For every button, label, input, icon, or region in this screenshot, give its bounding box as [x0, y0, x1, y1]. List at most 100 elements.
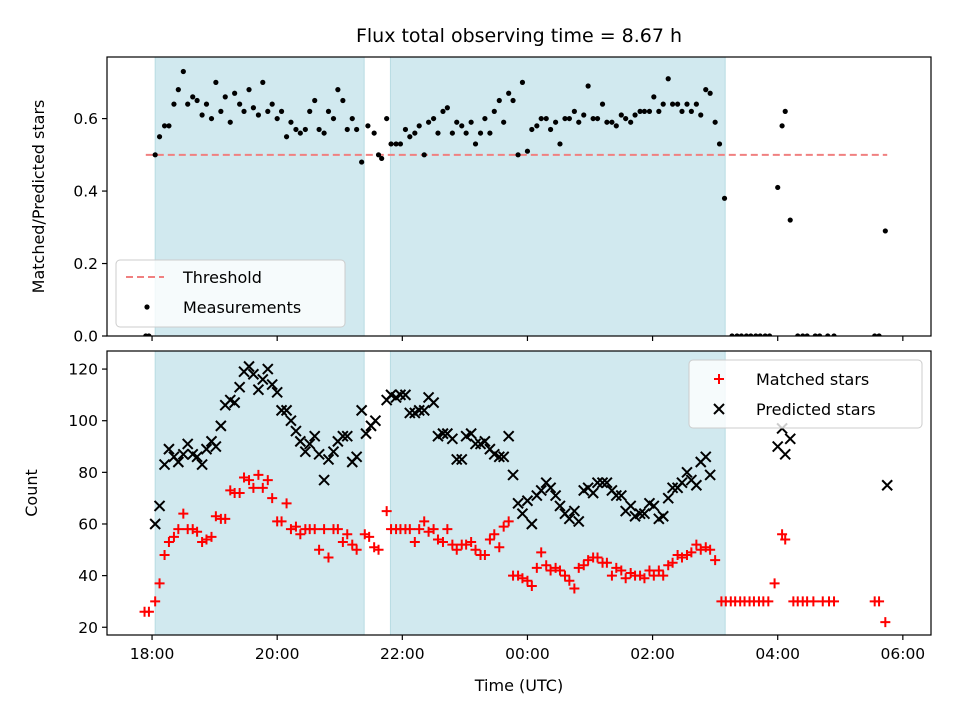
y-tick-label: 20	[78, 619, 98, 637]
measurement-point	[463, 130, 469, 136]
measurement-point	[444, 105, 450, 111]
predicted-stars-point	[535, 484, 547, 497]
matched-stars-point	[267, 493, 278, 504]
matched-stars-point	[351, 544, 362, 555]
axes-frame	[106, 350, 932, 636]
measurement-point	[628, 119, 634, 125]
measurement-point	[721, 195, 728, 201]
measurement-point	[156, 134, 163, 140]
predicted-stars-point	[700, 451, 712, 463]
matched-stars-point	[447, 539, 458, 550]
x-tick-label: 04:00	[755, 645, 800, 663]
matched-stars-point	[309, 524, 320, 535]
matched-stars-point	[536, 547, 547, 558]
measurement-point	[459, 123, 465, 129]
x-tick-label: 20:00	[255, 645, 300, 663]
predicted-stars-point	[322, 453, 335, 466]
matched-stars-point	[262, 475, 273, 486]
measurement-point	[804, 333, 810, 336]
predicted-stars-point	[243, 360, 255, 373]
predicted-stars-point	[666, 482, 679, 494]
measurement-point	[646, 108, 653, 114]
measurement-point	[359, 159, 365, 165]
matched-stars-point	[470, 544, 481, 555]
matched-stars-point	[592, 552, 603, 563]
measurement-point	[232, 90, 238, 96]
matched-stars-point	[479, 549, 490, 560]
measurement-point	[553, 119, 559, 125]
measurement-point	[656, 108, 662, 114]
predicted-stars-point	[271, 386, 283, 399]
measurement-point	[651, 94, 657, 100]
measurement-point	[283, 134, 290, 140]
measurement-point	[534, 123, 540, 129]
measurement-point	[543, 115, 549, 122]
measurement-point	[397, 141, 404, 147]
measurement-point	[753, 333, 759, 336]
measurement-point	[293, 126, 299, 133]
predicted-stars-point	[158, 458, 171, 471]
predicted-stars-point	[350, 451, 363, 463]
measurement-point	[688, 108, 694, 114]
measurement-point	[430, 115, 437, 122]
measurement-point	[766, 333, 773, 336]
predicted-stars-point	[676, 476, 688, 489]
predicted-stars-point	[418, 404, 430, 417]
matched-stars-point	[620, 573, 631, 584]
measurement-point	[208, 115, 215, 122]
predicted-stars-point	[196, 458, 208, 471]
measurement-point	[613, 123, 619, 129]
predicted-stars-point	[779, 448, 791, 460]
measurement-point	[684, 101, 690, 107]
measurement-point	[321, 130, 327, 136]
predicted-stars-point	[304, 438, 316, 450]
matched-stars-point	[347, 539, 358, 550]
measurement-point	[241, 108, 247, 114]
measurement-point	[660, 101, 666, 107]
predicted-stars-point	[153, 500, 166, 512]
measurement-point	[519, 79, 526, 85]
predicted-stars-point	[465, 427, 477, 440]
measurement-point	[375, 152, 382, 158]
predicted-stars-point	[360, 427, 372, 440]
measurement-point	[566, 115, 572, 122]
predicted-stars-point	[446, 433, 459, 445]
predicted-stars-point	[285, 415, 297, 427]
matched-stars-point	[442, 524, 453, 535]
legend-measurements-swatch	[144, 304, 150, 310]
measurement-point	[472, 141, 479, 147]
predicted-stars-point	[648, 500, 660, 512]
matched-stars-point	[257, 482, 268, 493]
matched-stars-point	[484, 534, 495, 545]
plot-area	[139, 351, 893, 635]
measurement-point	[487, 130, 493, 136]
matched-stars-point	[414, 524, 425, 535]
predicted-stars-point	[526, 518, 538, 530]
predicted-stars-point	[247, 368, 260, 380]
measurement-point	[180, 68, 186, 75]
x-tick-label: 00:00	[505, 645, 550, 663]
y-tick-label: 0.0	[73, 328, 98, 346]
measurement-point	[146, 333, 152, 336]
measurement-point	[618, 112, 624, 118]
predicted-stars-point	[262, 363, 274, 375]
predicted-stars-point	[507, 469, 519, 481]
series-measurements	[143, 68, 888, 336]
predicted-stars-point	[587, 487, 599, 499]
measurement-point	[800, 333, 806, 336]
measurement-point	[265, 108, 271, 114]
matched-stars-point	[710, 555, 721, 566]
y-tick-label: 80	[78, 464, 98, 482]
legend-box	[688, 359, 923, 429]
x-axis-label: Time (UTC)	[474, 676, 563, 695]
matched-stars-point	[667, 557, 678, 568]
measurement-point	[795, 333, 801, 336]
matched-stars-point	[423, 526, 434, 537]
matched-stars-point	[829, 596, 840, 607]
measurement-point	[250, 105, 257, 111]
predicted-stars-point	[704, 469, 716, 481]
matched-stars-point	[639, 573, 650, 584]
measurement-point	[641, 108, 648, 114]
legend-box	[115, 259, 346, 328]
measurement-point	[246, 87, 252, 93]
